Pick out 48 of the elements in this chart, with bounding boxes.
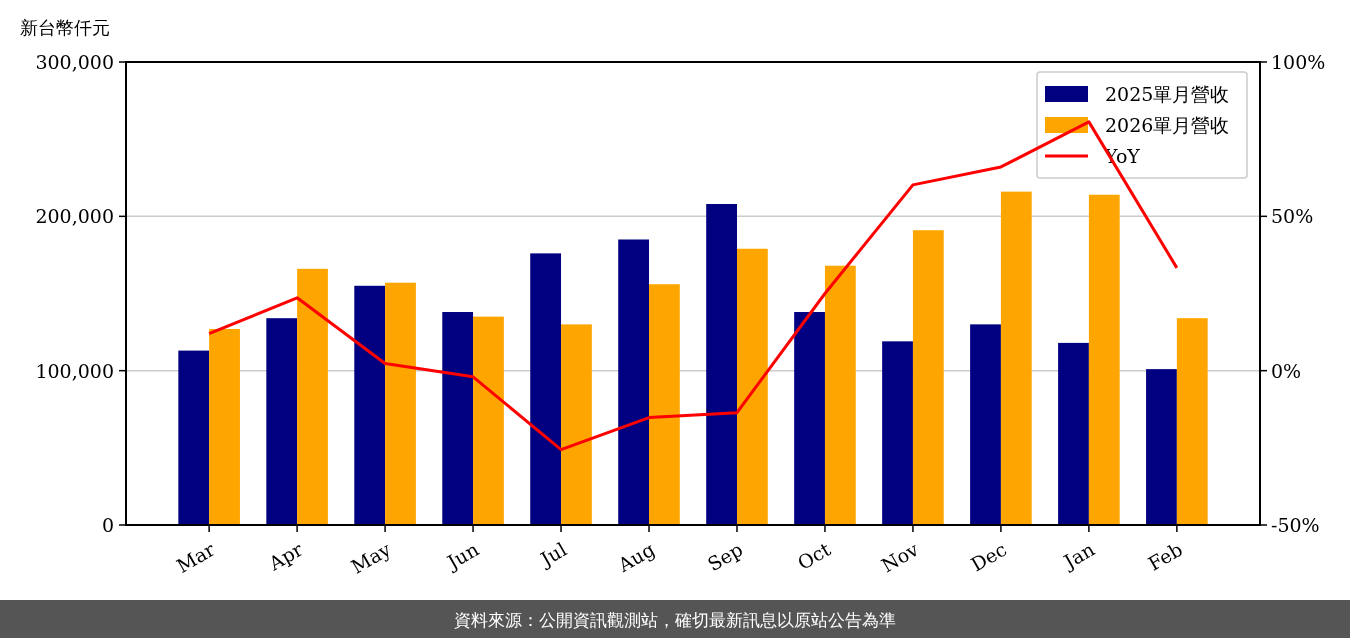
bar [1000,191,1032,525]
x-tick-label: Jul [535,537,571,571]
x-tick-label: Feb [1144,537,1187,575]
x-tick-label: Jun [441,537,483,574]
legend-label: 2025單月營收 [1105,83,1230,105]
x-tick-label: May [347,537,395,578]
bar [297,268,328,525]
bar [1058,342,1089,525]
bar [530,253,562,525]
x-tick-label: Apr [264,537,308,575]
y-tick-label: 100,000 [35,359,114,382]
x-tick-label: Jan [1058,537,1099,574]
bar [209,329,240,525]
legend-label: 2026單月營收 [1105,114,1230,136]
y-tick-label: 200,000 [35,205,114,228]
y2-tick-label: 50% [1271,205,1314,228]
bar [442,312,474,525]
x-tick-label: Sep [703,537,747,576]
bar [618,239,650,525]
bar [1088,194,1120,525]
source-note: 資料來源：公開資訊觀測站，確切最新訊息以原站公告為準 [454,610,896,630]
bar [649,284,680,525]
bar [354,285,386,525]
x-tick-label: Mar [172,537,220,577]
y-tick-label: 300,000 [35,51,114,73]
x-tick-label: Oct [793,537,835,574]
bar [736,248,768,525]
bar [912,230,944,525]
bar [970,324,1001,525]
bar [561,324,592,525]
bar [882,341,913,525]
bar [178,350,210,525]
bar [385,282,416,525]
y-axis-title: 新台幣仟元 [20,17,110,38]
bar [1176,318,1208,525]
y2-tick-label: 100% [1271,51,1326,73]
x-tick-label: Aug [613,537,659,577]
x-tick-label: Nov [877,537,923,577]
bar [266,318,298,525]
bar [706,203,737,525]
y-tick-label: 0 [101,514,114,536]
y2-tick-label: 0% [1271,359,1302,382]
bar [824,265,856,525]
x-tick-label: Dec [966,537,1011,576]
y2-tick-label: -50% [1271,514,1320,536]
bar [473,316,504,525]
bar [794,312,825,525]
bar [1146,369,1177,525]
